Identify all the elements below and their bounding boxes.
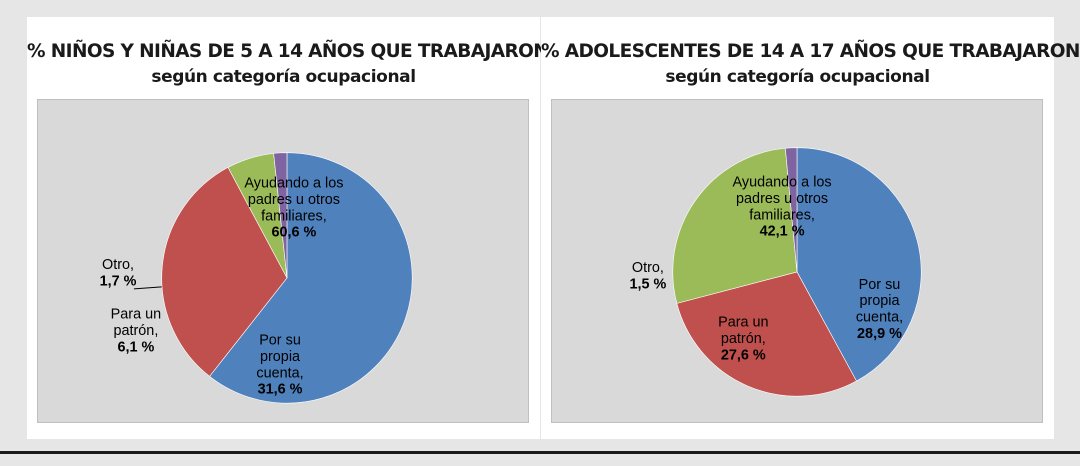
slice-label-ayudando-a-los-padres-u-otros-familiares: Ayudando a los padres u otros familiares, 4… [733,174,832,239]
slice-value-ayudando-a-los-padres-u-otros-familiares: 60,6 % [272,225,317,241]
slice-label-ayudando-a-los-padres-u-otros-familiares: Ayudando a los padres u otros familiares, 6… [244,175,343,240]
slice-value-por-su-propia-cuenta: 28,9 % [857,326,902,342]
slice-value-otro: 1,7 % [100,273,137,289]
leader-line-otro [133,286,162,290]
pie-slice-ayudando-a-los-padres-u-otros-familiares [209,152,413,404]
pie-slice-ayudando-a-los-padres-u-otros-familiares [796,147,922,382]
slice-value-para-un-patron: 27,6 % [721,347,766,363]
slice-label-por-su-propia-cuenta: Por su propia cuenta, 28,9 % [856,277,903,342]
slice-value-por-su-propia-cuenta: 31,6 % [258,382,303,398]
pie-slice-otro [273,152,288,278]
bottom-rule [0,451,1080,454]
pie-chart-children: Ayudando a los padres u otros familiares, 6… [100,152,413,404]
pie-chart-adolescents: Ayudando a los padres u otros familiares, 4… [630,147,922,397]
slice-label-otro: Otro, 1,7 % [100,257,137,289]
slice-label-para-un-patron: Para un patrón, 27,6 % [718,315,768,364]
slice-value-otro: 1,5 % [630,276,667,292]
pie-slice-por-su-propia-cuenta [676,271,857,397]
chart-title: % NIÑOS Y NIÑAS DE 5 A 14 AÑOS QUE TRABA… [27,41,549,62]
pie-slice-para-un-patron [672,147,798,304]
chart-title: % ADOLESCENTES DE 14 A 17 AÑOS QUE TRABA… [541,41,1080,62]
slice-label-para-un-patron: Para un patrón, 6,1 % [111,307,161,356]
plot-area: Ayudando a los padres u otros familiares, 6… [37,99,529,423]
pie-slice-otro [784,147,798,272]
chart-panel-children: % NIÑOS Y NIÑAS DE 5 A 14 AÑOS QUE TRABA… [27,17,549,439]
slice-value-para-un-patron: 6,1 % [117,339,154,355]
slice-value-ayudando-a-los-padres-u-otros-familiares: 42,1 % [760,224,805,240]
chart-panel-adolescents: % ADOLESCENTES DE 14 A 17 AÑOS QUE TRABA… [541,17,1080,439]
chart-subtitle: según categoría ocupacional [151,67,416,87]
plot-area: Ayudando a los padres u otros familiares, 4… [551,99,1043,423]
slice-label-otro: Otro, 1,5 % [630,260,667,292]
slice-label-por-su-propia-cuenta: Por su propia cuenta, 31,6 % [256,332,303,397]
chart-subtitle: según categoría ocupacional [665,67,930,87]
